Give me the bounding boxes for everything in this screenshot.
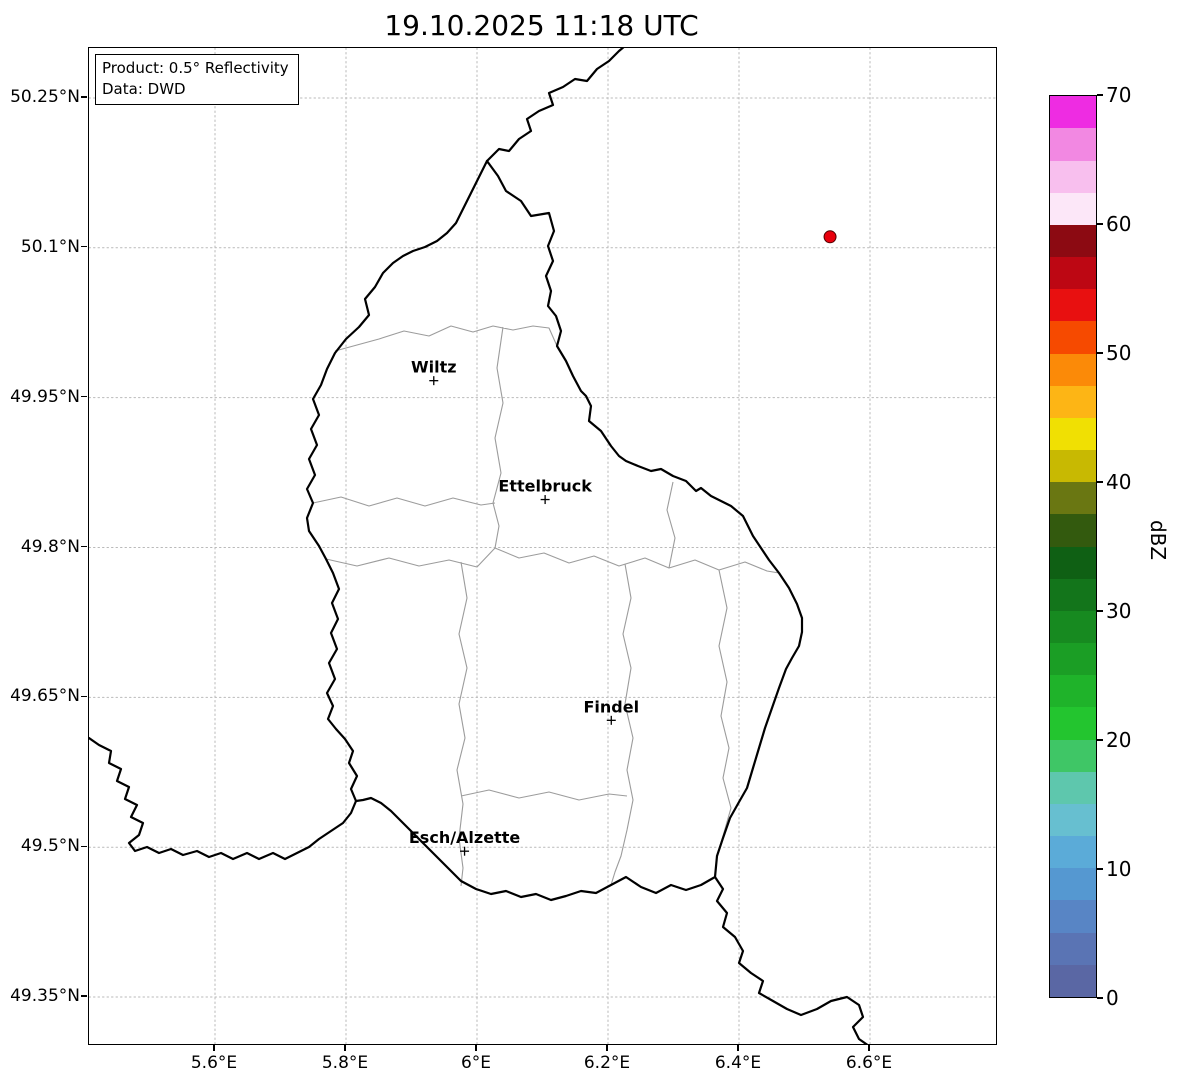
figure-title: 19.10.2025 11:18 UTC <box>384 9 699 42</box>
colorbar-tick-mark <box>1097 481 1103 483</box>
city-ettelbruck: Ettelbruck <box>498 477 592 505</box>
colorbar-band <box>1050 675 1096 708</box>
y-tick-label: 49.35°N <box>10 986 80 1007</box>
y-tick-mark <box>80 695 87 697</box>
colorbar-band <box>1050 192 1096 225</box>
x-tick-mark <box>737 1044 739 1051</box>
product-info-line: Product: 0.5° Reflectivity <box>102 59 289 77</box>
belgium-germany-border <box>485 48 625 163</box>
colorbar-tick-label: 60 <box>1106 212 1132 236</box>
product-info-box: Product: 0.5° Reflectivity Data: DWD <box>95 54 299 105</box>
colorbar-tick-label: 0 <box>1106 986 1119 1010</box>
colorbar-tick-label: 20 <box>1106 728 1132 752</box>
city-label: Wiltz <box>411 358 457 377</box>
luxembourg-border <box>305 159 804 902</box>
colorbar-band <box>1050 546 1096 579</box>
colorbar-band <box>1050 803 1096 837</box>
colorbar-tick-mark <box>1097 997 1103 999</box>
x-tick-mark <box>868 1044 870 1051</box>
x-tick-label: 6°E <box>460 1053 492 1073</box>
colorbar-band <box>1050 257 1096 290</box>
data-source-line: Data: DWD <box>102 80 186 98</box>
colorbar-tick-label: 40 <box>1106 470 1132 494</box>
colorbar-tick-mark <box>1097 610 1103 612</box>
colorbar <box>1049 95 1097 998</box>
x-tick-mark <box>606 1044 608 1051</box>
colorbar-band <box>1050 353 1096 386</box>
colorbar-tick-label: 30 <box>1106 599 1132 623</box>
y-tick-mark <box>80 995 87 997</box>
y-tick-mark <box>80 396 87 398</box>
y-tick-mark <box>80 96 87 98</box>
colorbar-band <box>1050 932 1096 965</box>
colorbar-tick-label: 10 <box>1106 857 1132 881</box>
colorbar-unit-label: dBZ <box>1146 519 1170 561</box>
y-tick-mark <box>80 845 87 847</box>
x-tick-mark <box>213 1044 215 1051</box>
map-plot-area: Wiltz Ettelbruck Findel Esch/Alzette Produc… <box>88 47 997 1045</box>
x-tick-label: 5.8°E <box>321 1053 369 1073</box>
colorbar-band <box>1050 450 1096 483</box>
germany-france-border <box>713 875 869 1044</box>
colorbar-band <box>1050 128 1096 161</box>
colorbar-tick-mark <box>1097 868 1103 870</box>
x-tick-label: 6.4°E <box>714 1053 762 1073</box>
colorbar-band <box>1050 610 1096 644</box>
colorbar-tick-label: 70 <box>1106 83 1132 107</box>
y-tick-label: 49.95°N <box>10 386 80 407</box>
colorbar-band <box>1050 739 1096 772</box>
city-label: Findel <box>583 697 639 716</box>
colorbar-band <box>1050 707 1096 740</box>
x-tick-mark <box>475 1044 477 1051</box>
city-marker-layer: Wiltz Ettelbruck Findel Esch/Alzette <box>409 358 639 856</box>
colorbar-band <box>1050 578 1096 611</box>
colorbar-band <box>1050 964 1096 997</box>
radar-echo-layer <box>823 230 837 244</box>
radar-echo-point <box>823 230 837 244</box>
colorbar-band <box>1050 96 1096 129</box>
x-tick-mark <box>344 1044 346 1051</box>
colorbar-band <box>1050 868 1096 901</box>
y-tick-label: 50.1°N <box>20 236 80 257</box>
canton-boundaries <box>312 325 780 887</box>
colorbar-tick-label: 50 <box>1106 341 1132 365</box>
colorbar-band <box>1050 160 1096 193</box>
colorbar-band <box>1050 482 1096 515</box>
y-tick-label: 50.25°N <box>10 86 80 107</box>
colorbar-band <box>1050 900 1096 933</box>
city-esch-alzette: Esch/Alzette <box>409 828 521 856</box>
city-findel: Findel <box>583 697 639 725</box>
y-tick-label: 49.8°N <box>20 536 80 557</box>
colorbar-band <box>1050 836 1096 869</box>
colorbar-band <box>1050 321 1096 354</box>
y-tick-mark <box>80 246 87 248</box>
gridlines <box>89 48 996 1044</box>
city-label: Esch/Alzette <box>409 828 521 847</box>
city-wiltz: Wiltz <box>411 358 457 386</box>
colorbar-tick-mark <box>1097 352 1103 354</box>
colorbar-tick-mark <box>1097 739 1103 741</box>
y-tick-mark <box>80 545 87 548</box>
colorbar-tick-mark <box>1097 223 1103 225</box>
map-canvas: Wiltz Ettelbruck Findel Esch/Alzette <box>89 48 996 1044</box>
y-tick-label: 49.5°N <box>20 836 80 857</box>
x-tick-label: 5.6°E <box>190 1053 238 1073</box>
y-tick-label: 49.65°N <box>10 686 80 707</box>
colorbar-band <box>1050 224 1096 258</box>
belgium-france-border <box>89 736 358 861</box>
colorbar-band <box>1050 643 1096 676</box>
colorbar-band <box>1050 385 1096 418</box>
colorbar-band <box>1050 514 1096 547</box>
city-label: Ettelbruck <box>498 477 592 496</box>
x-tick-label: 6.2°E <box>583 1053 631 1073</box>
colorbar-tick-mark <box>1097 94 1103 96</box>
x-tick-label: 6.6°E <box>845 1053 893 1073</box>
colorbar-band <box>1050 289 1096 322</box>
colorbar-band <box>1050 771 1096 804</box>
colorbar-band <box>1050 417 1096 451</box>
